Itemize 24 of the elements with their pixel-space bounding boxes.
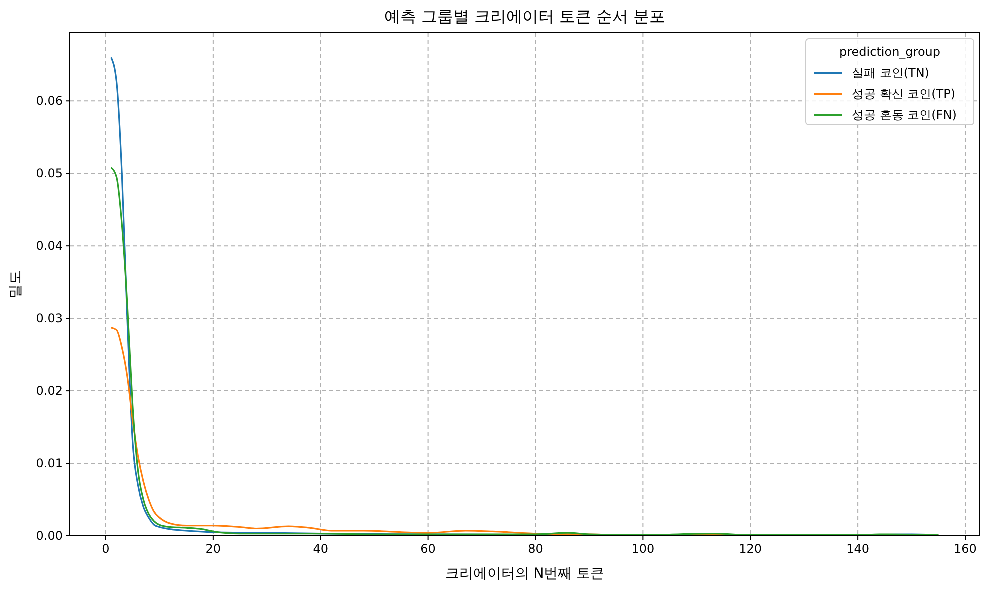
y-tick-label: 0.01 <box>36 456 63 471</box>
legend-label: 성공 확신 코인(TP) <box>852 87 956 101</box>
x-tick-label: 40 <box>313 542 329 556</box>
y-tick-label: 0.03 <box>36 312 63 326</box>
y-tick-label: 0.05 <box>36 166 63 181</box>
chart-title: 예측 그룹별 크리에이터 토큰 순서 분포 <box>384 7 666 26</box>
y-tick-label: 0.06 <box>36 94 63 108</box>
x-tick-label: 0 <box>102 542 110 556</box>
y-tick-label: 0.04 <box>36 239 63 254</box>
line-series <box>110 167 940 536</box>
y-axis-title: 밀도 <box>8 270 24 298</box>
y-tick-label: 0.02 <box>36 384 63 398</box>
x-tick-label: 120 <box>739 542 762 556</box>
legend-label: 성공 혼동 코인(FN) <box>852 108 957 122</box>
x-axis-title: 크리에이터의 N번째 토큰 <box>445 566 605 582</box>
y-tick-label: 0.00 <box>36 529 63 543</box>
x-tick-label: 20 <box>206 542 222 556</box>
x-tick-label: 160 <box>954 542 977 556</box>
x-tick-label: 140 <box>846 542 870 556</box>
x-tick-label: 100 <box>632 542 655 556</box>
legend-title: prediction_group <box>839 45 941 59</box>
x-tick-label: 60 <box>420 542 436 556</box>
legend-label: 실패 코인(TN) <box>852 66 930 80</box>
x-tick-label: 80 <box>528 542 544 556</box>
